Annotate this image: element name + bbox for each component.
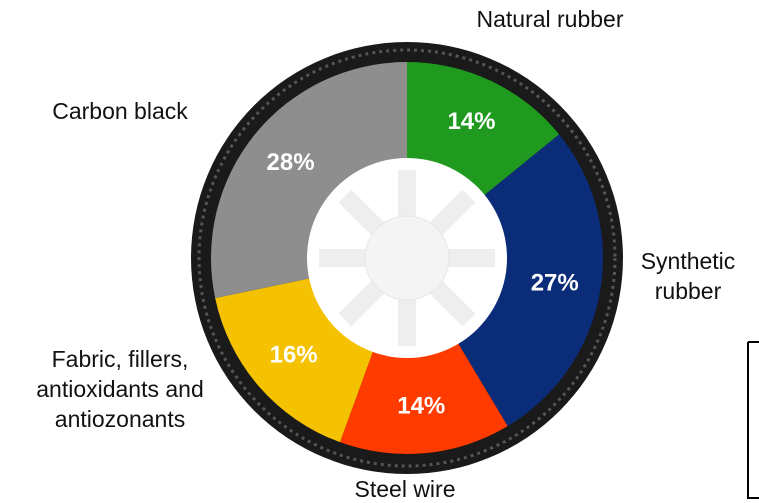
hub-center [365, 216, 449, 300]
value-label: 14% [447, 108, 495, 135]
category-label: Steel wire [300, 474, 510, 503]
category-label: Carbon black [20, 96, 220, 126]
category-label: Natural rubber [440, 4, 660, 34]
value-label: 16% [270, 342, 318, 369]
category-label: Synthetic rubber [618, 246, 758, 306]
value-label: 14% [397, 393, 445, 420]
page: 14% 27% 14% 16% 28% Natural rubber Synthetic … [0, 0, 759, 503]
frame-edge [748, 342, 759, 498]
value-label: 27% [531, 269, 579, 296]
value-label: 28% [267, 149, 315, 176]
category-label: Fabric, fillers, antioxidants and antioz… [0, 344, 240, 434]
